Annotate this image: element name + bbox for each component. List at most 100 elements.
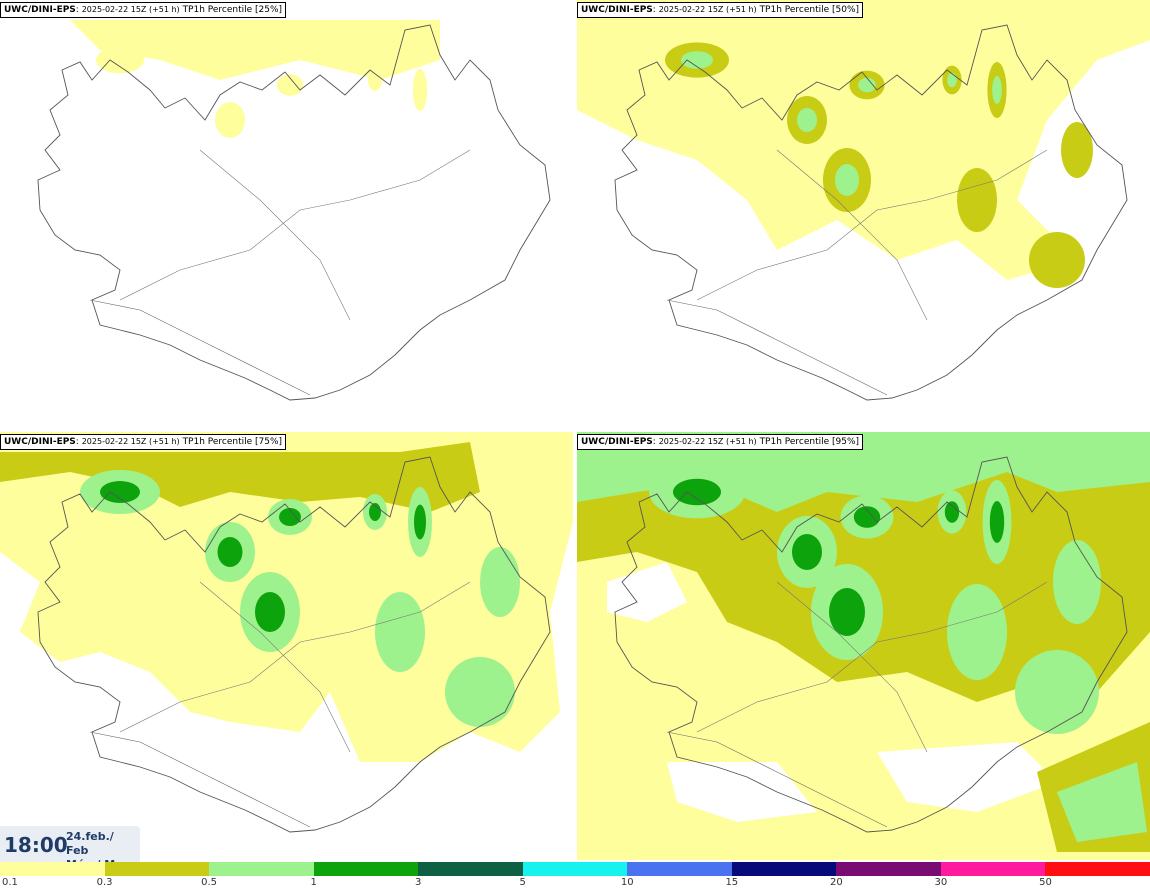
legend-swatch	[1045, 862, 1150, 876]
run-time: 2025-02-22 15Z (+51 h)	[81, 437, 180, 446]
precip-area-heavy	[577, 432, 1150, 512]
legend-tick-label: 0.5	[201, 877, 218, 888]
panel-title: UWC/DINI-EPS: 2025-02-22 15Z (+51 h) TP1…	[0, 2, 287, 18]
legend-swatch	[418, 862, 523, 876]
coastline	[614, 456, 1128, 833]
precip-area-light	[577, 0, 1097, 280]
precip-cell	[215, 102, 245, 138]
precip-cell-core	[285, 511, 295, 523]
legend-tick-label: 30	[934, 877, 948, 888]
model-source: UWC/DINI-EPS	[581, 5, 653, 15]
run-time: 2025-02-22 15Z (+51 h)	[658, 437, 757, 446]
run-time: 2025-02-22 15Z (+51 h)	[81, 5, 180, 14]
legend-swatch	[627, 862, 732, 876]
precip-cell-core	[681, 51, 713, 69]
map-panel-p75: UWC/DINI-EPS: 2025-02-22 15Z (+51 h) TP1…	[0, 432, 573, 860]
map-panel-p95: UWC/DINI-EPS: 2025-02-22 15Z (+51 h) TP1…	[577, 432, 1150, 860]
precip-cell	[1061, 122, 1093, 178]
precip-cell-core	[947, 72, 957, 88]
legend-tick-label: 20	[829, 877, 843, 888]
precip-map-p75	[0, 432, 573, 860]
precip-map-p25	[37, 20, 551, 401]
legend-swatch	[836, 862, 941, 876]
precip-cell-core	[829, 588, 865, 636]
legend-swatch	[522, 862, 628, 876]
legend-tick-label: 1	[310, 877, 317, 888]
model-source: UWC/DINI-EPS	[4, 5, 76, 15]
precip-cell-core	[861, 510, 873, 524]
legend-swatch	[731, 862, 837, 876]
region-boundary	[199, 149, 351, 321]
region-boundary	[776, 581, 928, 753]
legend-swatch	[0, 862, 105, 876]
precip-cell-core	[797, 108, 817, 132]
run-time: 2025-02-22 15Z (+51 h)	[658, 5, 757, 14]
road	[666, 299, 888, 396]
precip-cell-core	[217, 537, 243, 567]
coastline	[614, 24, 1128, 401]
legend-swatch	[209, 862, 314, 876]
legend-tick-label: 0.1	[2, 877, 18, 888]
precip-map-p95	[577, 432, 1150, 860]
region-boundary	[119, 581, 471, 733]
road	[666, 731, 888, 828]
precip-cell-core	[792, 534, 822, 570]
precip-cell-core	[255, 592, 285, 632]
precip-cell-core	[993, 510, 1001, 534]
color-legend	[0, 862, 1150, 876]
road	[89, 299, 311, 396]
precip-cell-core	[948, 505, 956, 519]
precip-cell	[367, 69, 383, 91]
coastline	[37, 24, 551, 401]
percentile-label: TP1h Percentile [75%]	[182, 437, 283, 447]
precip-cell	[412, 69, 428, 111]
date-line: 24.feb./ Feb	[66, 830, 114, 857]
region-boundary	[119, 149, 471, 301]
legend-tick-label: 5	[519, 877, 526, 888]
region-boundary	[696, 149, 1048, 301]
precip-cell-core	[372, 506, 378, 518]
precip-cell	[1029, 232, 1085, 288]
map-panel-p25: UWC/DINI-EPS: 2025-02-22 15Z (+51 h) TP1…	[0, 0, 573, 428]
percentile-label: TP1h Percentile [95%]	[759, 437, 860, 447]
model-source: UWC/DINI-EPS	[581, 437, 653, 447]
legend-ticks: 0.1 0.3 0.5 1 3 5 10 15 20 30 50	[0, 877, 1150, 891]
precip-field	[577, 432, 1150, 860]
precip-cell-core	[111, 485, 129, 499]
precip-field	[0, 432, 573, 860]
precip-cell	[480, 547, 520, 617]
legend-tick-label: 15	[725, 877, 739, 888]
region-boundary	[696, 581, 1048, 733]
precip-cell	[947, 584, 1007, 680]
precip-area-light	[70, 20, 440, 80]
precip-map-p50	[577, 0, 1150, 401]
legend-tick-label: 10	[620, 877, 634, 888]
precip-area-moderate	[0, 442, 480, 512]
precip-cell-core	[992, 76, 1002, 104]
precip-area-heavy	[1057, 762, 1147, 842]
precip-cell-core	[686, 484, 708, 500]
valid-date: 24.feb./ Feb Mán./ Mon	[66, 830, 140, 872]
panel-title: UWC/DINI-EPS: 2025-02-22 15Z (+51 h) TP1…	[577, 434, 864, 450]
precip-cell	[375, 592, 425, 672]
precip-cell	[1053, 540, 1101, 624]
panel-title: UWC/DINI-EPS: 2025-02-22 15Z (+51 h) TP1…	[0, 434, 287, 450]
legend-swatch	[940, 862, 1046, 876]
valid-time-box: 18:00 24.feb./ Feb Mán./ Mon	[0, 826, 140, 871]
precip-cell-core	[835, 164, 859, 196]
legend-tick-label: 0.3	[96, 877, 113, 888]
valid-time: 18:00	[4, 833, 68, 857]
legend-tick-label: 50	[1039, 877, 1052, 888]
panel-title: UWC/DINI-EPS: 2025-02-22 15Z (+51 h) TP1…	[577, 2, 864, 18]
model-source: UWC/DINI-EPS	[4, 437, 76, 447]
precip-cell-core	[417, 512, 423, 532]
percentile-label: TP1h Percentile [50%]	[759, 5, 860, 15]
legend-swatch	[104, 862, 210, 876]
road	[89, 731, 311, 828]
map-panel-p50: UWC/DINI-EPS: 2025-02-22 15Z (+51 h) TP1…	[577, 0, 1150, 428]
region-boundary	[199, 581, 351, 753]
coastline	[37, 456, 551, 833]
precip-field	[70, 20, 440, 138]
precip-cell	[957, 168, 997, 232]
legend-tick-label: 3	[414, 877, 422, 888]
